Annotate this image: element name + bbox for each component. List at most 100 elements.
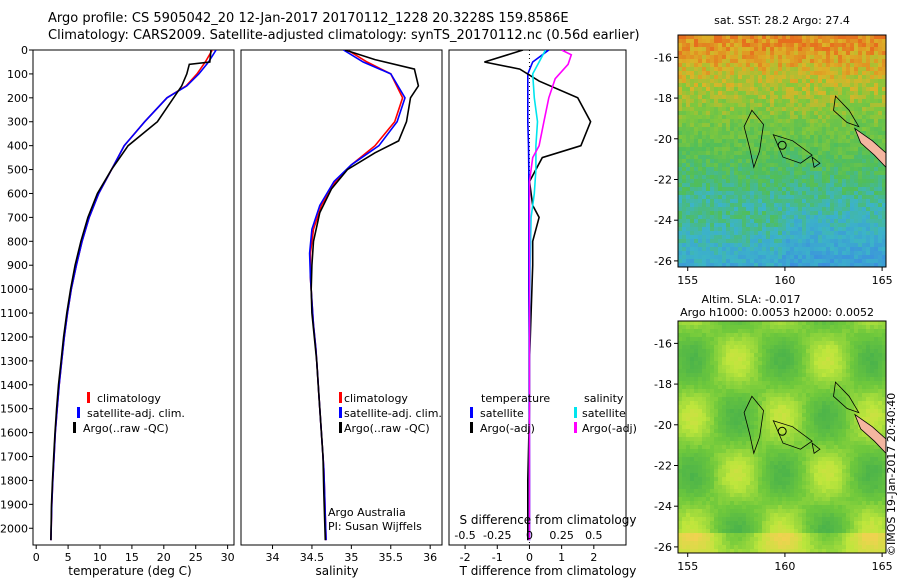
map-cell bbox=[690, 325, 695, 330]
difference-plot-area bbox=[484, 50, 592, 545]
map-cell bbox=[718, 163, 723, 168]
map-cell bbox=[826, 187, 831, 192]
map-cell bbox=[790, 159, 795, 164]
map-cell bbox=[702, 433, 707, 438]
map-cell bbox=[738, 251, 743, 256]
map-cell bbox=[878, 243, 883, 248]
map-cell bbox=[726, 151, 731, 156]
map-cell bbox=[858, 119, 863, 124]
map-cell bbox=[690, 385, 695, 390]
y-tick-label: 1400 bbox=[0, 379, 28, 392]
map-cell bbox=[818, 417, 823, 422]
map-cell bbox=[778, 223, 783, 228]
map-cell bbox=[750, 361, 755, 366]
map-cell bbox=[870, 215, 875, 220]
map-cell bbox=[726, 35, 731, 40]
map-cell bbox=[770, 211, 775, 216]
map-cell bbox=[870, 175, 875, 180]
map-cell bbox=[818, 203, 823, 208]
map-cell bbox=[682, 143, 687, 148]
map-cell bbox=[798, 187, 803, 192]
map-cell bbox=[858, 329, 863, 334]
map-cell bbox=[838, 453, 843, 458]
map-cell bbox=[706, 329, 711, 334]
map-cell bbox=[770, 135, 775, 140]
map-cell bbox=[694, 79, 699, 84]
map-y-tick-label: -22 bbox=[654, 173, 672, 186]
map-cell bbox=[714, 59, 719, 64]
map-cell bbox=[718, 231, 723, 236]
map-cell bbox=[710, 405, 715, 410]
map-cell bbox=[854, 433, 859, 438]
map-cell bbox=[882, 349, 886, 354]
map-cell bbox=[778, 357, 783, 362]
map-cell bbox=[874, 333, 879, 338]
map-cell bbox=[850, 87, 855, 92]
map-cell bbox=[858, 219, 863, 224]
map-cell bbox=[882, 47, 886, 52]
map-cell bbox=[718, 333, 723, 338]
map-cell bbox=[730, 211, 735, 216]
map-cell bbox=[850, 341, 855, 346]
map-cell bbox=[770, 369, 775, 374]
map-cell bbox=[822, 131, 827, 136]
map-cell bbox=[810, 147, 815, 152]
map-cell bbox=[706, 191, 711, 196]
map-cell bbox=[758, 441, 763, 446]
map-cell bbox=[754, 251, 759, 256]
map-cell bbox=[750, 143, 755, 148]
map-cell bbox=[830, 111, 835, 116]
map-cell bbox=[718, 259, 723, 264]
map-cell bbox=[826, 47, 831, 52]
map-cell bbox=[770, 147, 775, 152]
map-cell bbox=[678, 211, 683, 216]
map-cell bbox=[842, 321, 847, 326]
map-cell bbox=[874, 393, 879, 398]
map-cell bbox=[754, 191, 759, 196]
map-cell bbox=[806, 135, 811, 140]
map-cell bbox=[678, 35, 683, 40]
map-cell bbox=[822, 385, 827, 390]
map-cell bbox=[830, 127, 835, 132]
map-cell bbox=[858, 357, 863, 362]
map-cell bbox=[706, 99, 711, 104]
map-cell bbox=[842, 239, 847, 244]
map-cell bbox=[846, 353, 851, 358]
map-cell bbox=[846, 35, 851, 40]
map-cell bbox=[790, 83, 795, 88]
map-cell bbox=[826, 51, 831, 56]
map-cell bbox=[858, 369, 863, 374]
map-cell bbox=[734, 333, 739, 338]
map-cell bbox=[742, 377, 747, 382]
map-cell bbox=[754, 79, 759, 84]
map-cell bbox=[822, 449, 827, 454]
map-cell bbox=[754, 353, 759, 358]
map-cell bbox=[686, 457, 691, 462]
map-cell bbox=[726, 59, 731, 64]
map-cell bbox=[682, 111, 687, 116]
map-cell bbox=[726, 337, 731, 342]
map-cell bbox=[830, 235, 835, 240]
map-cell bbox=[794, 183, 799, 188]
map-cell bbox=[810, 47, 815, 52]
map-cell bbox=[698, 187, 703, 192]
map-cell bbox=[850, 123, 855, 128]
map-cell bbox=[726, 457, 731, 462]
map-cell bbox=[750, 409, 755, 414]
map-cell bbox=[842, 195, 847, 200]
map-cell bbox=[838, 103, 843, 108]
map-cell bbox=[678, 95, 683, 100]
map-cell bbox=[678, 251, 683, 256]
map-cell bbox=[730, 207, 735, 212]
map-cell bbox=[690, 191, 695, 196]
map-cell bbox=[786, 227, 791, 232]
map-cell bbox=[734, 155, 739, 160]
map-cell bbox=[738, 107, 743, 112]
map-cell bbox=[806, 251, 811, 256]
map-cell bbox=[854, 95, 859, 100]
map-cell bbox=[850, 99, 855, 104]
map-cell bbox=[774, 119, 779, 124]
map-cell bbox=[750, 135, 755, 140]
map-cell bbox=[870, 381, 875, 386]
map-cell bbox=[846, 231, 851, 236]
